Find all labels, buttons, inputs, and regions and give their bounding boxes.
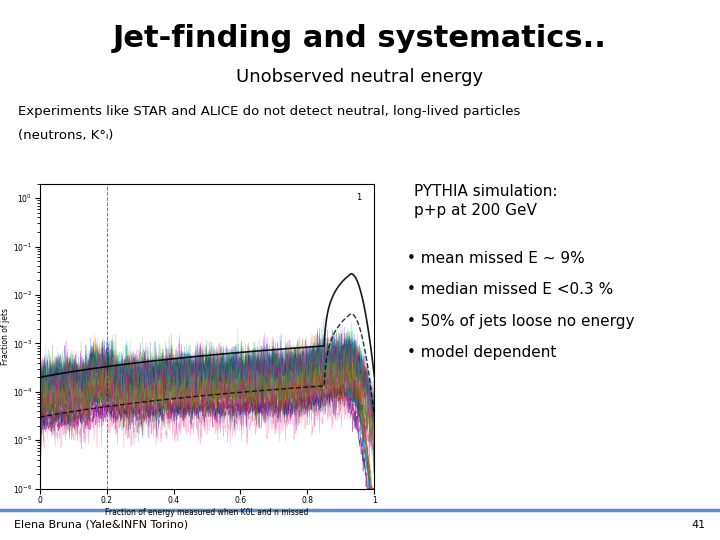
Text: • median missed E <0.3 %: • median missed E <0.3 % [407, 282, 613, 298]
Text: p+p at 200 GeV: p+p at 200 GeV [414, 202, 537, 218]
Text: • mean missed E ~ 9%: • mean missed E ~ 9% [407, 251, 585, 266]
Text: PYTHIA simulation:: PYTHIA simulation: [414, 184, 557, 199]
Text: • model dependent: • model dependent [407, 345, 556, 360]
Text: 1: 1 [356, 193, 361, 202]
Text: • 50% of jets loose no energy: • 50% of jets loose no energy [407, 314, 634, 329]
Text: 41: 41 [691, 520, 706, 530]
X-axis label: Fraction of energy measured when K0L and n missed: Fraction of energy measured when K0L and… [105, 508, 309, 517]
Text: Elena Bruna (Yale&INFN Torino): Elena Bruna (Yale&INFN Torino) [14, 520, 189, 530]
Text: Experiments like STAR and ALICE do not detect neutral, long-lived particles: Experiments like STAR and ALICE do not d… [18, 105, 521, 118]
Text: Jet-finding and systematics..: Jet-finding and systematics.. [113, 24, 607, 53]
Text: Unobserved neutral energy: Unobserved neutral energy [236, 68, 484, 85]
Text: (neutrons, K°ₗ): (neutrons, K°ₗ) [18, 129, 113, 141]
Y-axis label: Fraction of jets: Fraction of jets [1, 308, 10, 364]
